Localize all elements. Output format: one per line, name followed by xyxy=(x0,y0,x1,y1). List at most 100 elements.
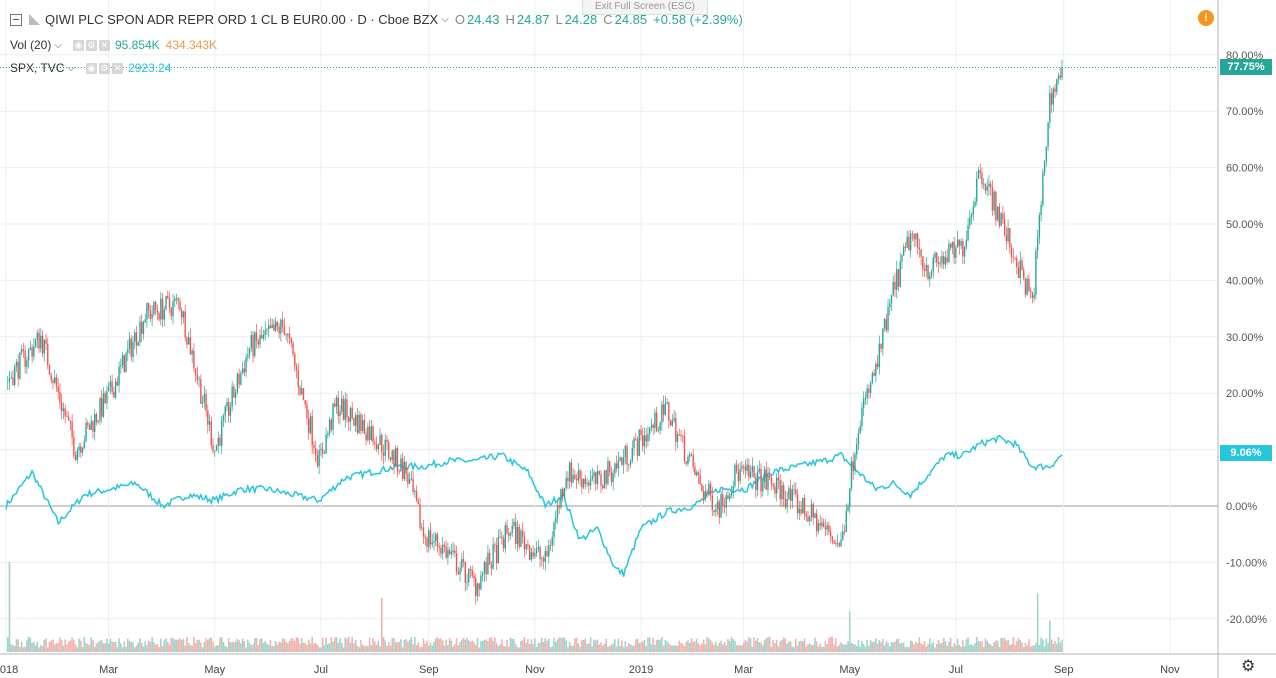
volume-bar xyxy=(250,645,253,652)
volume-bar xyxy=(86,644,89,652)
volume-bar xyxy=(723,642,726,652)
volume-bar xyxy=(601,645,604,652)
volume-bar xyxy=(135,645,138,652)
exit-fullscreen-button[interactable]: Exit Full Screen (ESC) xyxy=(582,0,708,15)
candle-body xyxy=(991,187,994,211)
volume-bar xyxy=(836,646,839,652)
candle-body xyxy=(541,558,543,560)
candle-body xyxy=(328,419,331,434)
candle-body xyxy=(308,418,310,433)
symbol-title[interactable]: QIWI PLC SPON ADR REPR ORD 1 CL B EUR0.0… xyxy=(45,12,439,27)
candle-body xyxy=(876,363,879,368)
volume-bar xyxy=(278,641,280,652)
volume-bar xyxy=(721,644,724,652)
candle-body xyxy=(744,466,747,471)
candle-body xyxy=(862,398,865,408)
candle-body xyxy=(441,544,444,554)
volume-bar xyxy=(991,646,994,652)
volume-bar xyxy=(224,645,227,652)
volume-bar xyxy=(528,644,531,652)
eye-icon[interactable]: ◉ xyxy=(86,62,98,74)
candle-body xyxy=(57,386,59,392)
candlesticks xyxy=(7,59,1063,605)
candle-body xyxy=(845,510,847,532)
volume-bar xyxy=(812,645,815,652)
candle-body xyxy=(600,473,602,486)
volume-bar xyxy=(876,643,879,652)
volume-bar xyxy=(396,642,399,652)
candle-body xyxy=(760,468,762,492)
chevron-down-icon[interactable]: ⌵ xyxy=(441,14,449,25)
volume-indicator-name[interactable]: Vol (20) xyxy=(10,38,52,52)
volume-bar xyxy=(236,638,239,652)
candle-body xyxy=(248,348,251,355)
candle-body xyxy=(22,349,25,351)
volume-bar xyxy=(300,638,303,652)
candle-body xyxy=(374,442,376,445)
candle-body xyxy=(412,478,414,493)
volume-bar xyxy=(953,642,955,652)
volume-bar xyxy=(829,637,832,652)
candle-body xyxy=(735,464,738,472)
candle-body xyxy=(426,538,428,547)
candle-body xyxy=(796,494,799,514)
volume-bar xyxy=(297,638,300,652)
volume-bar xyxy=(935,643,938,652)
volume-bar xyxy=(478,647,480,652)
volume-bar xyxy=(88,645,91,652)
candle-body xyxy=(17,361,19,379)
settings-gear-icon[interactable]: ⚙ xyxy=(99,62,111,74)
eye-icon[interactable]: ◉ xyxy=(72,39,84,51)
volume-bar xyxy=(996,640,999,652)
volume-bar xyxy=(166,642,169,652)
settings-gear-icon[interactable]: ⚙ xyxy=(1241,658,1256,675)
candle-body xyxy=(170,307,172,317)
candle-body xyxy=(210,421,212,446)
candle-body xyxy=(377,444,379,450)
collapse-legend-icon[interactable] xyxy=(10,13,22,26)
candle-body xyxy=(913,234,915,240)
compare-symbol-name[interactable]: SPX, TVC xyxy=(10,61,65,75)
remove-icon[interactable]: ✕ xyxy=(112,62,124,74)
volume-bar xyxy=(706,637,708,652)
candle-body xyxy=(153,301,155,315)
candle-body xyxy=(203,393,206,403)
chevron-down-icon[interactable]: ⌵ xyxy=(67,62,76,74)
volume-bar xyxy=(631,646,634,652)
volume-bar xyxy=(970,644,973,652)
candle-body xyxy=(767,475,769,490)
candle-body xyxy=(995,191,997,221)
volume-bar xyxy=(474,644,477,652)
volume-bar xyxy=(494,637,496,652)
candle-body xyxy=(607,461,609,484)
candle-body xyxy=(635,438,637,440)
candle-body xyxy=(715,509,717,512)
warning-icon[interactable]: ! xyxy=(1198,10,1214,26)
candle-body xyxy=(518,526,520,547)
candle-body xyxy=(974,201,976,207)
candle-body xyxy=(184,311,186,338)
volume-bar xyxy=(629,644,632,652)
candle-body xyxy=(440,547,442,554)
candle-body xyxy=(76,450,79,461)
volume-bar xyxy=(808,643,811,652)
candle-body xyxy=(530,552,533,560)
candle-body xyxy=(137,342,139,346)
settings-gear-icon[interactable]: ⚙ xyxy=(85,39,97,51)
candle-body xyxy=(546,551,548,557)
volume-bar xyxy=(201,647,204,652)
volume-bar xyxy=(603,643,606,652)
candle-body xyxy=(589,478,592,486)
chevron-down-icon[interactable]: ⌵ xyxy=(54,39,62,51)
remove-icon[interactable]: ✕ xyxy=(98,39,110,51)
volume-bar xyxy=(492,640,494,652)
candle-body xyxy=(278,326,280,334)
candle-body xyxy=(730,492,733,496)
volume-bar xyxy=(659,639,661,652)
volume-bar xyxy=(420,647,423,652)
volume-bar xyxy=(695,638,698,652)
candle-body xyxy=(970,214,973,218)
candle-body xyxy=(254,332,256,356)
volume-bar xyxy=(688,643,691,652)
